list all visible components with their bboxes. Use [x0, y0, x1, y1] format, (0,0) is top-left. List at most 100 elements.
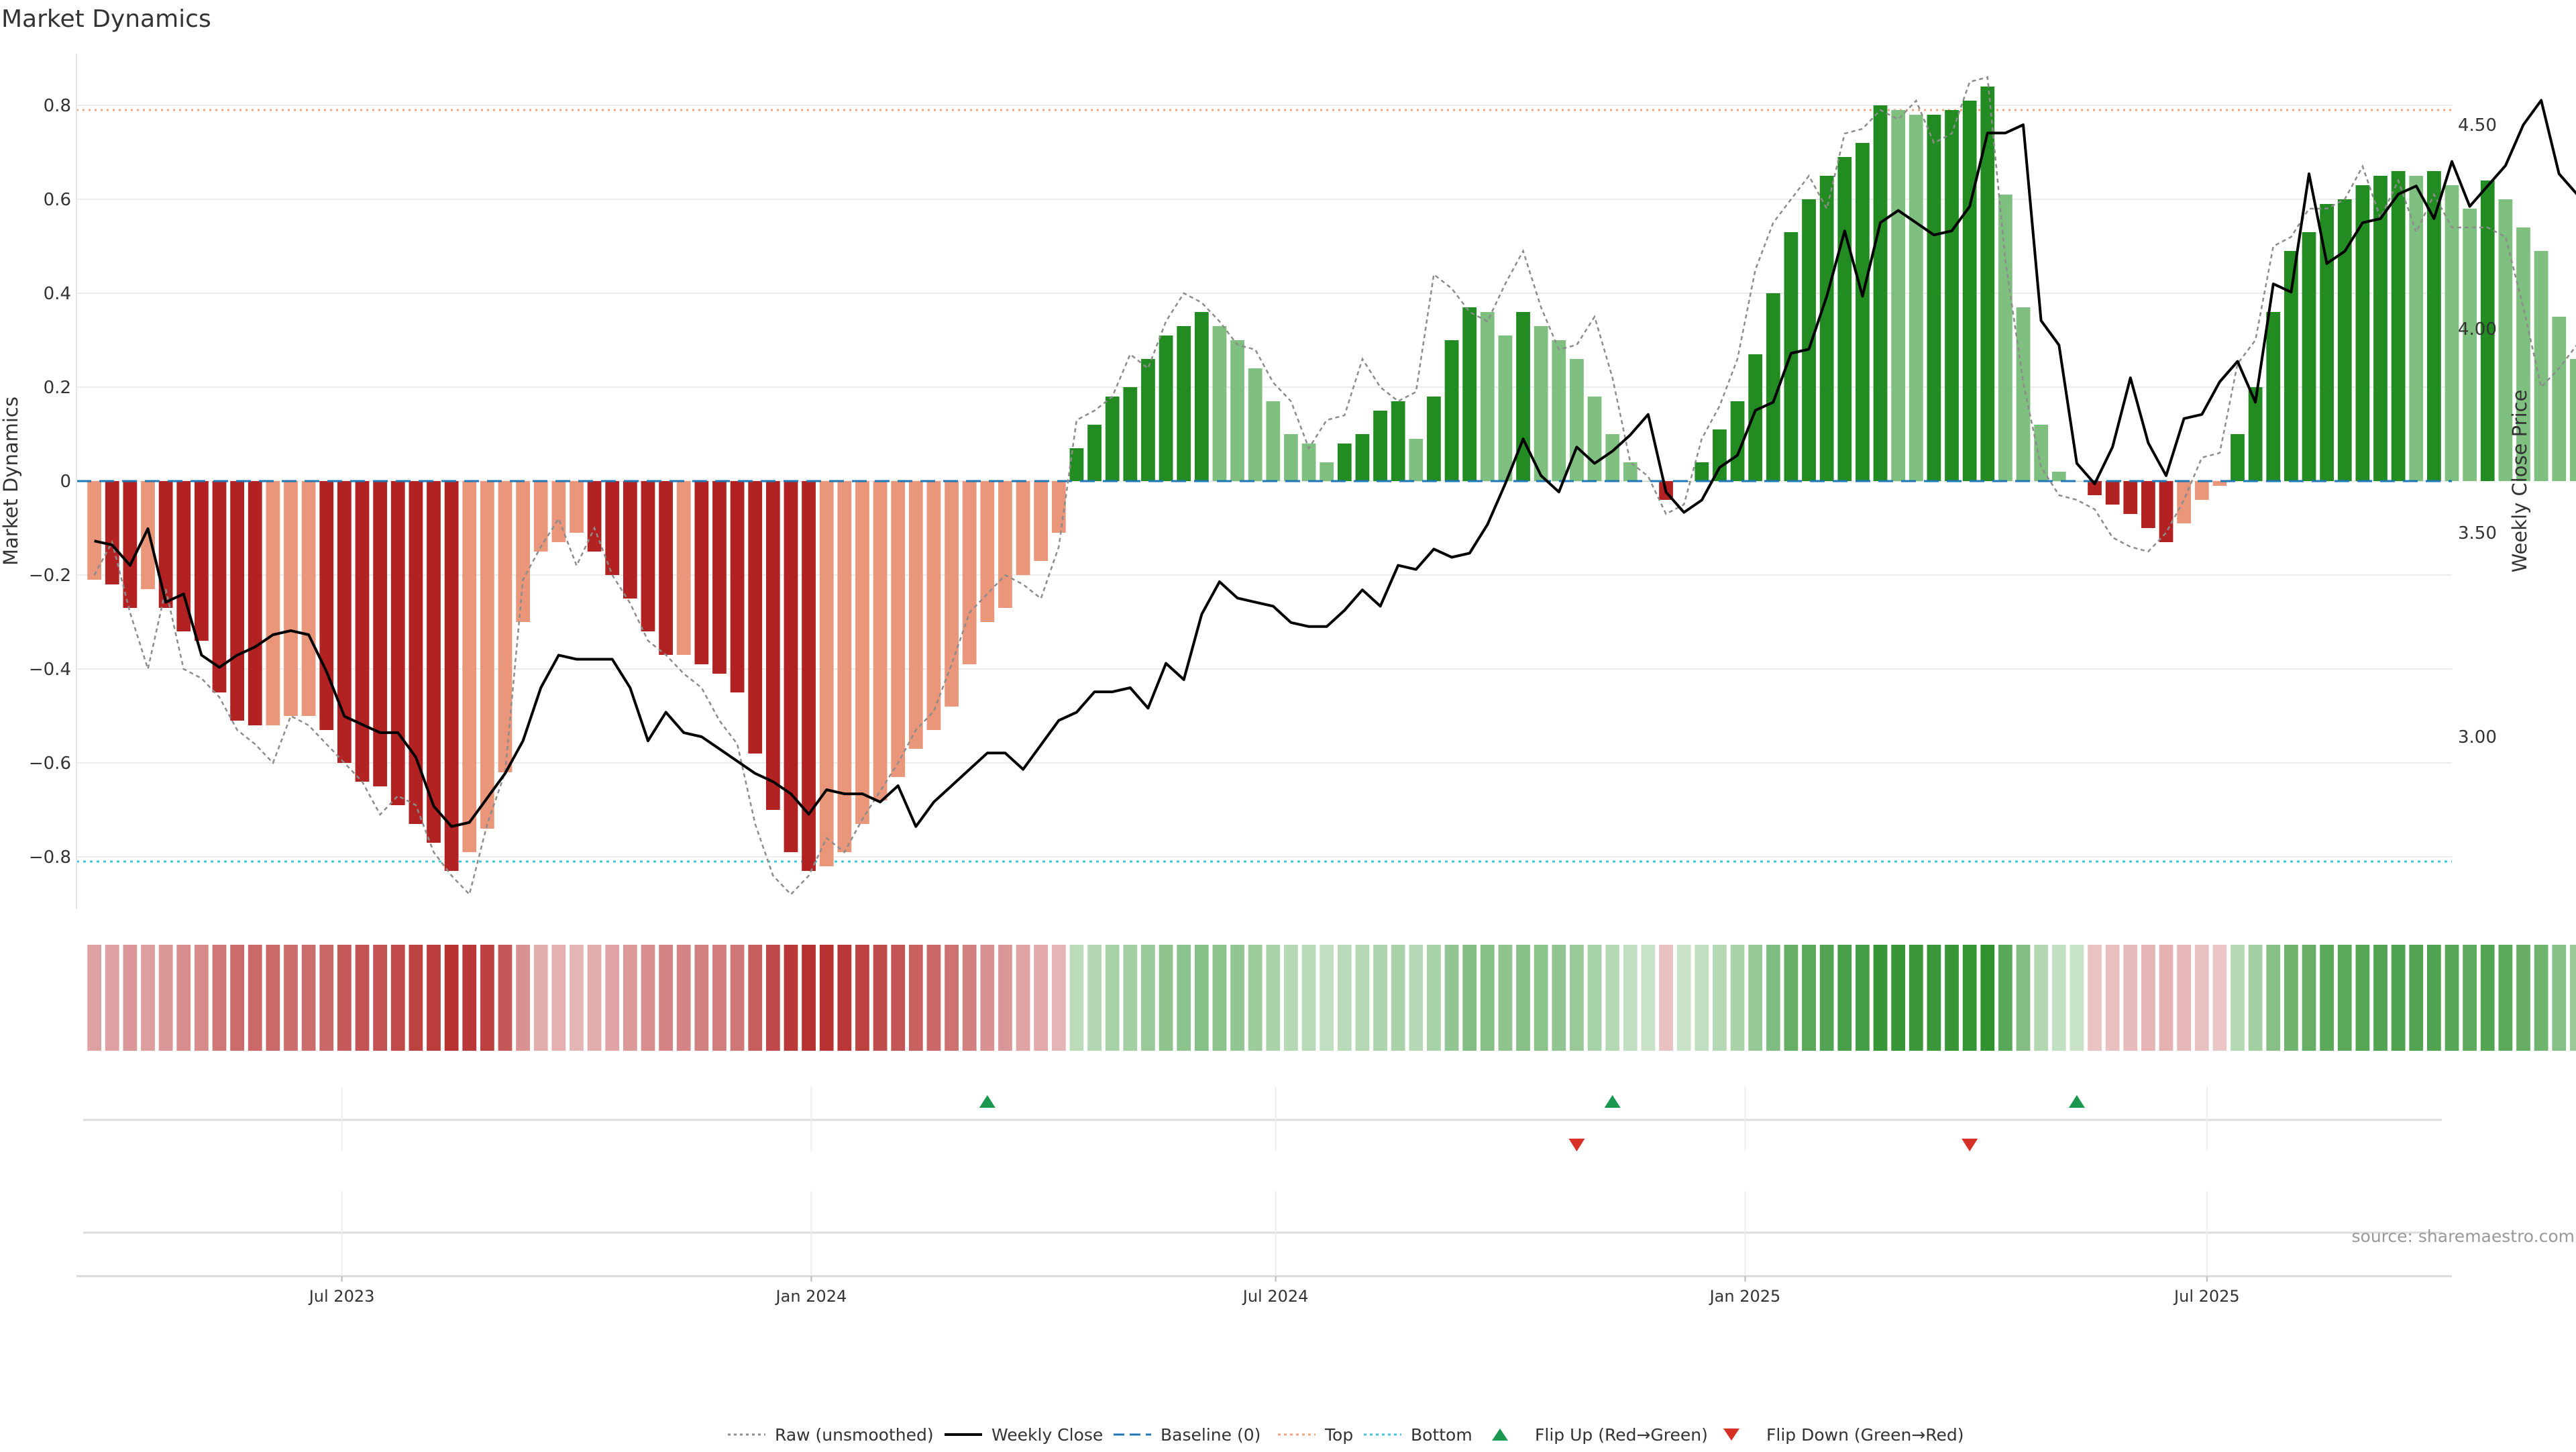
- lines-layer: [76, 76, 2576, 896]
- heat-cell: [355, 945, 370, 1051]
- heat-cell: [1034, 945, 1049, 1051]
- heat-cell: [105, 945, 119, 1051]
- triangle-down-icon: [1723, 1429, 1739, 1441]
- heat-cell: [1998, 945, 2012, 1051]
- heat-cell: [1051, 945, 1066, 1051]
- y-tick-label: 0.8: [44, 96, 71, 116]
- heat-cell: [1534, 945, 1548, 1051]
- bar: [1498, 335, 1513, 481]
- triangle-up-icon: [1492, 1429, 1508, 1441]
- bar: [1123, 387, 1138, 481]
- bar: [284, 481, 298, 716]
- bar: [1605, 434, 1620, 481]
- bar: [873, 481, 888, 800]
- y-axis-ticks: −0.8 −0.6 −0.4 −0.2 0 0.2 0.4 0.6 0.8: [29, 96, 71, 868]
- bar: [2141, 481, 2155, 528]
- bar: [676, 481, 691, 655]
- bar: [1962, 101, 1977, 481]
- y-tick-label: −0.2: [29, 566, 71, 586]
- bar: [444, 481, 459, 871]
- heat-cell: [712, 945, 727, 1051]
- heat-cell: [176, 945, 191, 1051]
- heat-cell: [2373, 945, 2387, 1051]
- bar: [158, 481, 173, 608]
- bar: [1748, 354, 1763, 481]
- heat-cell: [1480, 945, 1495, 1051]
- legend-item: Weekly Close: [945, 1425, 1103, 1445]
- heat-cell: [1962, 945, 1977, 1051]
- heat-cell: [498, 945, 513, 1051]
- heat-cell: [1320, 945, 1334, 1051]
- heat-cell: [2552, 945, 2567, 1051]
- heat-cell: [194, 945, 209, 1051]
- heat-cell: [1016, 945, 1030, 1051]
- heat-cell: [373, 945, 387, 1051]
- bar: [373, 481, 387, 786]
- bar: [2534, 251, 2548, 481]
- heat-cell: [248, 945, 262, 1051]
- bar: [1891, 110, 1906, 481]
- heat-cell: [158, 945, 173, 1051]
- bar: [194, 481, 209, 641]
- legend-item: Flip Up (Red→Green): [1492, 1425, 1708, 1445]
- heat-cell: [533, 945, 548, 1051]
- heat-cell: [2212, 945, 2227, 1051]
- heat-cell: [1123, 945, 1138, 1051]
- weekly-close-line: [94, 99, 2576, 828]
- legend-label: Flip Down (Green→Red): [1766, 1425, 1964, 1445]
- heat-cell: [765, 945, 780, 1051]
- heat-cell: [1230, 945, 1244, 1051]
- bar: [1409, 439, 1424, 481]
- heat-cell: [587, 945, 602, 1051]
- bar: [1391, 401, 1405, 481]
- bar: [1713, 429, 1727, 481]
- heat-cell: [1730, 945, 1745, 1051]
- heat-cell: [1337, 945, 1352, 1051]
- main-panel: −0.8 −0.6 −0.4 −0.2 0 0.2 0.4 0.6 0.8 3.00 3.50 4.…: [0, 54, 2576, 909]
- heat-cell: [1444, 945, 1459, 1051]
- heat-cell: [319, 945, 334, 1051]
- bar: [2248, 387, 2263, 481]
- heat-cell: [1212, 945, 1227, 1051]
- heat-cell: [2426, 945, 2441, 1051]
- bar: [1998, 195, 2012, 481]
- heat-cell: [1659, 945, 1673, 1051]
- heat-cell: [891, 945, 906, 1051]
- legend-item: Flip Down (Green→Red): [1723, 1425, 1964, 1445]
- heat-cell: [87, 945, 102, 1051]
- heat-cell: [2266, 945, 2281, 1051]
- bar: [480, 481, 494, 829]
- bar: [1248, 368, 1263, 481]
- heat-cell: [1927, 945, 1941, 1051]
- heat-cell: [748, 945, 763, 1051]
- heat-cell: [1248, 945, 1263, 1051]
- heat-cell: [605, 945, 620, 1051]
- legend-item: Raw (unsmoothed): [728, 1425, 934, 1445]
- heat-cell: [212, 945, 227, 1051]
- heat-cell: [1194, 945, 1209, 1051]
- bar: [2445, 185, 2459, 481]
- bar: [2070, 481, 2084, 482]
- bar: [319, 481, 334, 730]
- bar: [2569, 359, 2576, 481]
- heat-cell: [1159, 945, 1173, 1051]
- legend-item: Baseline (0): [1114, 1425, 1260, 1445]
- heat-cell: [2409, 945, 2424, 1051]
- bar: [2051, 472, 2066, 481]
- heat-cell: [2194, 945, 2209, 1051]
- heat-cell: [1301, 945, 1316, 1051]
- bar: [2105, 481, 2120, 505]
- legend-label: Flip Up (Red→Green): [1535, 1425, 1708, 1445]
- heat-cell: [516, 945, 530, 1051]
- legend-item: Top: [1278, 1425, 1353, 1445]
- heat-cell: [1570, 945, 1584, 1051]
- bar: [2194, 481, 2209, 500]
- vertical-grid: [341, 1087, 2208, 1275]
- y-tick-label: −0.4: [29, 660, 71, 680]
- heat-cell: [802, 945, 816, 1051]
- source-note: source: sharemaestro.com: [2352, 1227, 2575, 1246]
- bar: [1945, 110, 1959, 481]
- bar: [1034, 481, 1049, 561]
- heat-cell: [1873, 945, 1888, 1051]
- heat-cell: [641, 945, 655, 1051]
